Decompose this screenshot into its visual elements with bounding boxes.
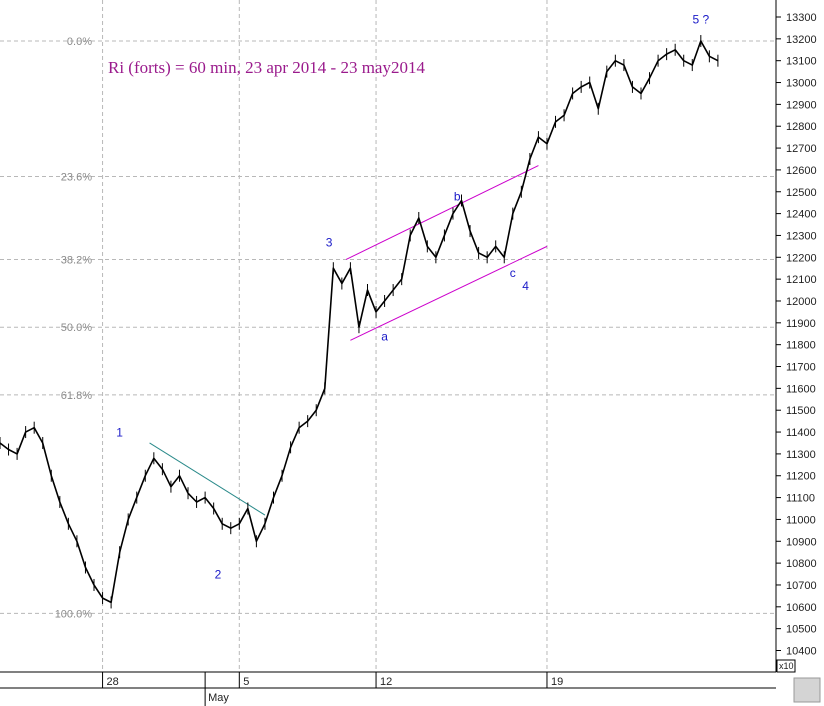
y-scale-label: x10 (779, 661, 794, 671)
y-tick-label: 10700 (786, 580, 817, 592)
y-tick-label: 13100 (786, 56, 817, 68)
x-tick-label: 5 (243, 676, 249, 688)
wave-label: 4 (522, 279, 529, 293)
plot-background (0, 0, 776, 672)
y-tick-label: 11600 (786, 383, 816, 395)
y-tick-label: 13000 (786, 78, 817, 90)
y-tick-label: 11400 (786, 427, 816, 439)
y-tick-label: 12400 (786, 209, 817, 221)
fib-level-label: 0.0% (67, 36, 92, 48)
trendline-channel-upper (345, 165, 539, 260)
y-tick-label: 13200 (786, 34, 817, 46)
y-tick-label: 11700 (786, 362, 816, 374)
y-tick-label: 11900 (786, 318, 816, 330)
y-tick-label: 10900 (786, 536, 817, 548)
y-tick-label: 11100 (786, 493, 815, 505)
y-tick-label: 12100 (786, 274, 817, 286)
grid-lines (0, 0, 776, 672)
wave-label: b (454, 189, 461, 203)
y-tick-label: 11000 (786, 514, 816, 526)
y-tick-label: 12000 (786, 296, 817, 308)
x-tick-label: 19 (551, 676, 563, 688)
y-tick-label: 12200 (786, 252, 817, 264)
y-tick-label: 11500 (786, 405, 816, 417)
fibonacci-labels: 0.0% 23.6% 38.2% 50.0% 61.8% 100.0% (55, 36, 93, 620)
y-tick-label: 10400 (786, 646, 817, 658)
y-tick-label: 10800 (786, 558, 817, 570)
y-tick-label: 12300 (786, 230, 817, 242)
x-axis-ticks: 28 5 12 19 May (102, 672, 563, 706)
x-month-label: May (208, 692, 229, 704)
wave-label: a (381, 329, 388, 343)
fib-level-label: 23.6% (61, 171, 92, 183)
trendline-channel-lower (350, 245, 548, 341)
x-tick-label: 28 (107, 676, 119, 688)
trendline-downtrend (149, 442, 266, 516)
wave-label: 2 (215, 567, 222, 581)
scale-box (776, 659, 796, 673)
fib-level-label: 38.2% (61, 254, 92, 266)
y-tick-label: 10600 (786, 602, 817, 614)
y-tick-label: 11300 (786, 449, 816, 461)
y-tick-label: 11200 (786, 471, 816, 483)
fib-level-label: 100.0% (55, 608, 93, 620)
price-series (0, 35, 719, 609)
chart-title: Ri (forts) = 60 min, 23 apr 2014 - 23 ma… (108, 58, 425, 77)
y-tick-label: 12600 (786, 165, 817, 177)
x-tick-label: 12 (380, 676, 392, 688)
y-tick-label: 13300 (786, 12, 817, 24)
y-tick-label: 10500 (786, 624, 817, 636)
y-tick-label: 12700 (786, 143, 817, 155)
wave-labels: 1 2 3 a b c4 5 ? (116, 13, 709, 582)
wave-label: 1 (116, 425, 123, 439)
fib-level-label: 61.8% (61, 390, 92, 402)
y-axis-ticks: 10400 10500 10600 10700 10800 10900 11000 11100… (776, 12, 817, 658)
wave-label: c (510, 266, 516, 280)
wave-label: 3 (326, 235, 333, 249)
y-tick-label: 12900 (786, 99, 817, 111)
trendlines (149, 165, 548, 516)
y-tick-label: 12500 (786, 187, 817, 199)
fib-level-label: 50.0% (61, 322, 92, 334)
wave-label: 5 ? (692, 13, 709, 27)
corner-scroll-box[interactable] (793, 677, 821, 703)
y-tick-label: 11800 (786, 340, 816, 352)
y-tick-label: 12800 (786, 121, 817, 133)
